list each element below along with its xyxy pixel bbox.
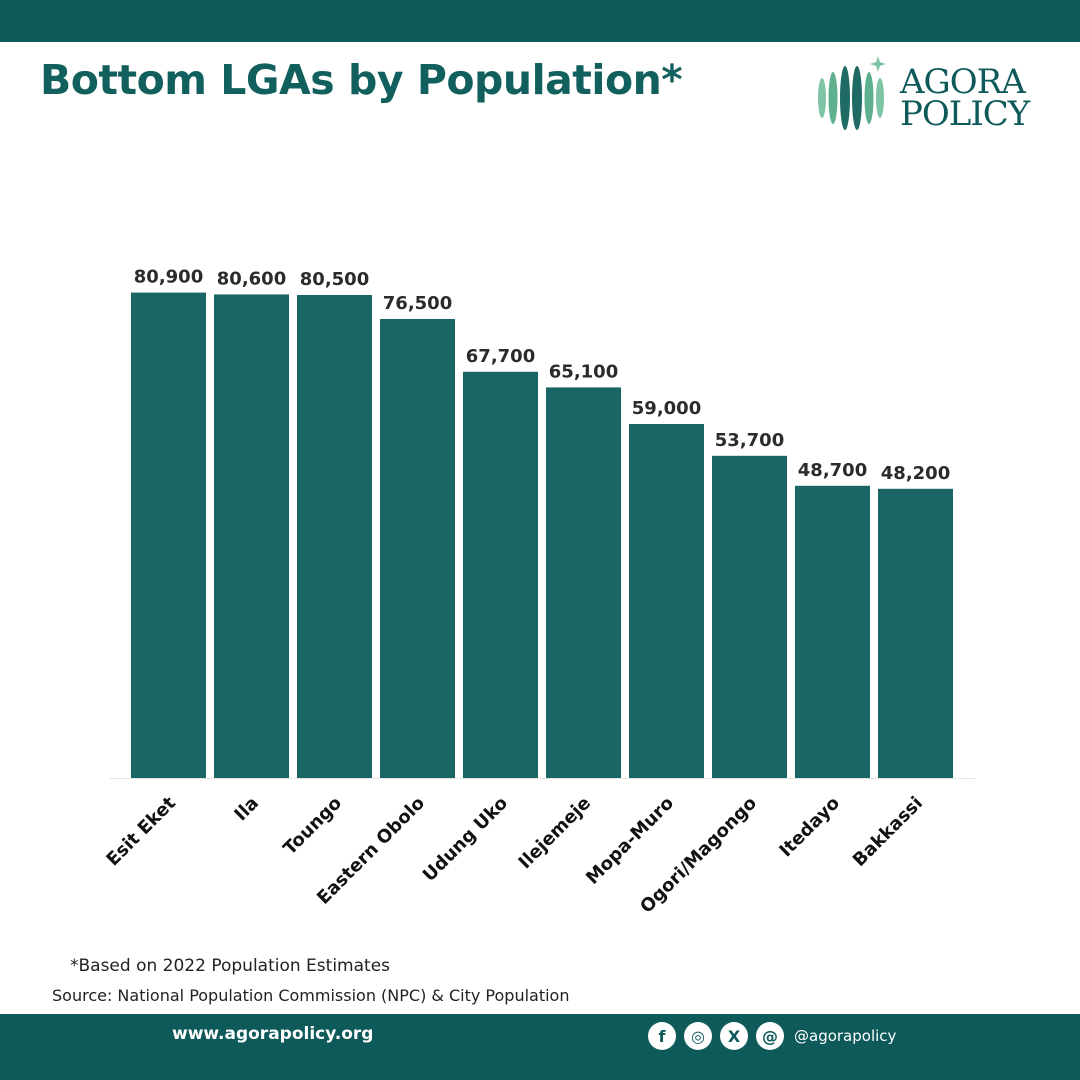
footnote: *Based on 2022 Population Estimates xyxy=(70,956,391,976)
instagram-icon[interactable]: ◎ xyxy=(684,1022,712,1050)
logo-wordmark: AGORA POLICY xyxy=(900,62,1030,134)
tick-label: Itedayo xyxy=(775,793,844,862)
tick-label: Ilejemeje xyxy=(515,793,595,873)
data-label: 48,700 xyxy=(798,460,867,481)
data-label: 65,100 xyxy=(549,361,618,382)
data-label: 48,200 xyxy=(881,463,950,484)
footer-band: www.agorapolicy.org f ◎ X @ @agorapolicy xyxy=(0,1014,1080,1080)
data-label: 80,500 xyxy=(300,269,369,290)
bar-chart: 80,900 Esit Eket 80,600 Ila 80,500 Toungo 76,5… xyxy=(102,267,975,918)
data-label: 53,700 xyxy=(715,430,784,451)
tick-label: Toungo xyxy=(279,793,346,860)
data-label: 80,600 xyxy=(217,268,286,289)
data-label: 59,000 xyxy=(632,398,701,419)
social-links: f ◎ X @ @agorapolicy xyxy=(648,1021,896,1051)
top-band xyxy=(0,0,1080,42)
source-note: Source: National Population Commission (… xyxy=(52,986,570,1005)
tick-label: Esit Eket xyxy=(102,792,180,870)
bar xyxy=(380,319,455,778)
bar xyxy=(214,294,289,778)
agora-policy-logo[interactable]: AGORA POLICY xyxy=(812,52,1052,142)
facebook-icon[interactable]: f xyxy=(648,1022,676,1050)
tick-label: Udung Uko xyxy=(419,793,512,886)
bar xyxy=(546,387,621,778)
data-label: 67,700 xyxy=(466,346,535,367)
bar xyxy=(629,424,704,778)
logo-mark-icon xyxy=(818,56,886,130)
social-handle[interactable]: @agorapolicy xyxy=(794,1027,897,1045)
bar xyxy=(297,295,372,778)
data-label: 76,500 xyxy=(383,293,452,314)
bar xyxy=(795,485,870,778)
tick-label: Bakkassi xyxy=(849,793,927,871)
website-link[interactable]: www.agorapolicy.org xyxy=(172,1024,374,1044)
threads-icon[interactable]: @ xyxy=(756,1022,784,1050)
x-icon[interactable]: X xyxy=(720,1022,748,1050)
bar xyxy=(463,371,538,778)
bar xyxy=(712,455,787,778)
data-label: 80,900 xyxy=(134,267,203,288)
page-title: Bottom LGAs by Population* xyxy=(40,56,683,104)
logo-line-2: POLICY xyxy=(900,94,1030,134)
bar xyxy=(878,488,953,778)
logo-line-1: AGORA xyxy=(900,62,1026,102)
tick-label: Ila xyxy=(230,793,263,826)
bar xyxy=(131,292,206,778)
